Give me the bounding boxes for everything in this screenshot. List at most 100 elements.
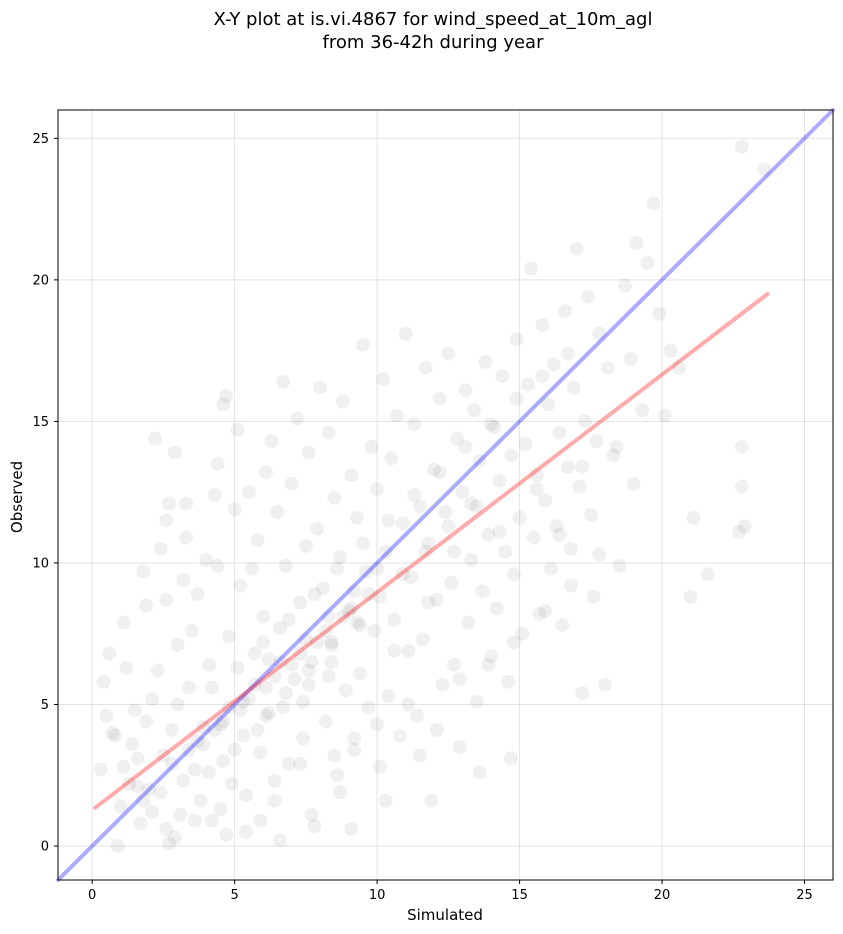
scatter-point <box>424 793 439 808</box>
scatter-point <box>344 468 359 483</box>
scatter-point <box>179 496 194 511</box>
scatter-point <box>623 352 638 367</box>
scatter-point <box>472 454 487 469</box>
scatter-point <box>219 827 234 842</box>
scatter-point <box>335 394 350 409</box>
scatter-point <box>461 615 476 630</box>
scatter-point <box>529 468 544 483</box>
scatter-point <box>244 561 259 576</box>
scatter-point <box>233 703 248 718</box>
scatter-point <box>686 510 701 525</box>
scatter-point <box>344 601 359 616</box>
scatter-point <box>153 541 168 556</box>
scatter-point <box>469 694 484 709</box>
scatter-point <box>210 456 225 471</box>
scatter-point <box>230 660 245 675</box>
scatter-point <box>298 632 313 647</box>
scatter-point <box>361 587 376 602</box>
scatter-point <box>484 649 499 664</box>
scatter-point <box>241 485 256 500</box>
scatter-point <box>350 615 365 630</box>
scatter-point <box>321 425 336 440</box>
scatter-point <box>458 439 473 454</box>
scatter-point <box>130 779 145 794</box>
scatter-point <box>432 391 447 406</box>
scatter-point <box>609 439 624 454</box>
scatter-point <box>455 485 470 500</box>
scatter-point <box>96 674 111 689</box>
scatter-point <box>535 369 550 384</box>
scatter-point <box>327 490 342 505</box>
scatter-point <box>589 434 604 449</box>
scatter-point <box>267 793 282 808</box>
scatter-point <box>429 592 444 607</box>
scatter-point <box>575 686 590 701</box>
scatter-point <box>563 541 578 556</box>
scatter-point <box>555 618 570 633</box>
scatter-point <box>412 748 427 763</box>
scatter-point <box>213 802 228 817</box>
scatter-point <box>464 553 479 568</box>
scatter-point <box>700 567 715 582</box>
scatter-point <box>241 691 256 706</box>
scatter-point <box>253 745 268 760</box>
scatter-point <box>287 672 302 687</box>
scatter-point <box>347 742 362 757</box>
scatter-point <box>162 836 177 851</box>
scatter-point <box>392 728 407 743</box>
scatter-point <box>335 609 350 624</box>
scatter-point <box>407 488 422 502</box>
scatter-point <box>538 493 553 508</box>
scatter-point <box>355 337 370 352</box>
scatter-point <box>327 748 342 763</box>
scatter-point <box>170 638 185 653</box>
scatter-point <box>501 674 516 689</box>
scatter-point <box>506 635 521 650</box>
scatter-point <box>164 756 179 771</box>
scatter-point <box>387 643 402 658</box>
plot-frame <box>57 109 834 881</box>
scatter-point <box>145 805 160 820</box>
scatter-point <box>204 813 219 828</box>
scatter-point <box>421 595 436 610</box>
scatter-point <box>578 414 593 429</box>
scatter-point <box>267 669 282 684</box>
scatter-point <box>532 606 547 621</box>
scatter-point <box>375 371 390 386</box>
scatter-point <box>256 609 271 624</box>
scatter-point <box>372 759 387 774</box>
scatter-point <box>167 445 182 460</box>
scatter-point <box>176 572 191 587</box>
scatter-point <box>258 708 273 723</box>
scatter-point <box>239 788 254 803</box>
y-axis-label: Observed <box>8 461 26 533</box>
scatter-point <box>207 722 222 737</box>
y-tick-label: 20 <box>32 273 49 288</box>
scatter-point <box>284 657 299 672</box>
scatter-point <box>444 575 459 590</box>
scatter-point <box>447 544 462 559</box>
scatter-point <box>429 722 444 737</box>
scatter-point <box>261 652 276 667</box>
scatter-point <box>492 473 507 488</box>
scatter-point <box>267 773 282 788</box>
scatter-point <box>102 646 117 661</box>
chart-title-line2: from 36-42h during year <box>323 32 545 53</box>
scatter-point <box>324 638 339 653</box>
scatter-point <box>250 533 265 548</box>
scatter-point <box>159 513 174 528</box>
scatter-point <box>156 748 171 763</box>
scatter-point <box>224 776 239 791</box>
scatter-point <box>196 737 211 752</box>
scatter-point <box>652 306 667 321</box>
scatter-point <box>182 742 197 757</box>
scatter-point <box>184 623 199 638</box>
scatter-point <box>324 655 339 670</box>
scatter-point <box>307 587 322 602</box>
scatter-point <box>464 496 479 511</box>
scatter-point <box>193 793 208 808</box>
scatter-point <box>452 672 467 687</box>
scatter-point <box>561 346 576 361</box>
scatter-point <box>164 722 179 737</box>
scatter-point <box>113 799 128 814</box>
